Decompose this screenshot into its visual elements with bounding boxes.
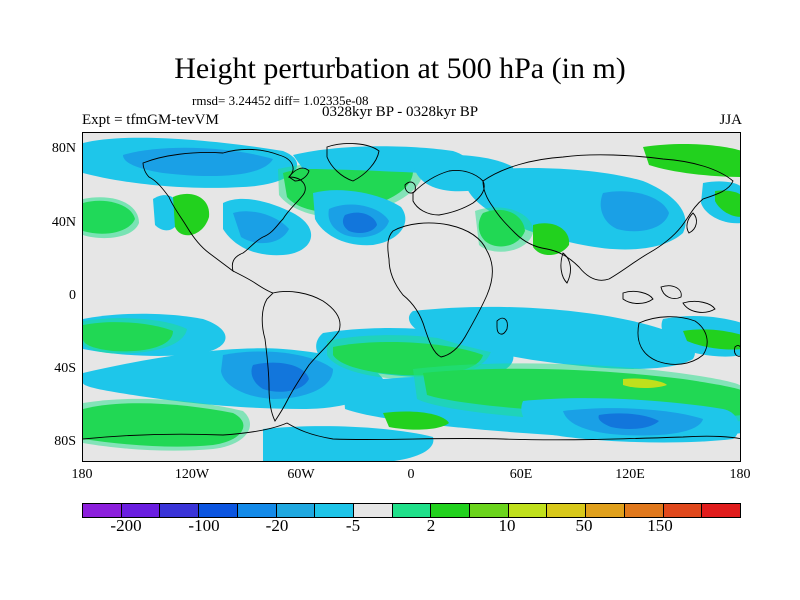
season-label: JJA: [719, 112, 742, 128]
legend-tick-label: 10: [498, 516, 516, 535]
legend-color-box: [624, 504, 664, 517]
legend-color-box: [663, 504, 703, 517]
legend-color-box: [237, 504, 277, 517]
experiment-label: Expt = tfmGM-tevVM: [82, 112, 219, 128]
color-legend-bar: [82, 503, 741, 518]
coastline: [660, 285, 682, 299]
lon-tick-label: 120W: [174, 467, 210, 482]
contour-region: [83, 197, 139, 239]
lon-tick-label: 60W: [287, 467, 315, 482]
contour-region: [173, 193, 210, 236]
contour-region: [600, 191, 669, 232]
lon-tick-label: 180: [71, 467, 93, 482]
coastlines: [83, 143, 740, 441]
contour-region: [83, 398, 251, 451]
legend-tick-label: 50: [575, 516, 593, 535]
legend-color-box: [353, 504, 393, 517]
contour-region: [643, 144, 740, 177]
legend-color-box: [470, 504, 509, 517]
legend-tick-label: -100: [188, 516, 220, 535]
legend-tick-label: -20: [265, 516, 289, 535]
coastline: [404, 181, 416, 194]
legend-tick-label: 2: [426, 516, 436, 535]
coastline: [496, 317, 508, 335]
coastline: [560, 252, 571, 284]
legend-tick-label: -5: [345, 516, 361, 535]
legend-color-box: [547, 504, 587, 517]
legend-color-box: [431, 504, 471, 517]
lon-tick-label: 60E: [509, 467, 533, 482]
lon-tick-label: 120E: [615, 467, 645, 482]
legend-color-box: [392, 504, 432, 517]
coastline: [482, 154, 734, 281]
legend-color-box: [508, 504, 548, 517]
coastline: [232, 270, 274, 294]
coastline: [326, 143, 380, 182]
coastline: [622, 290, 654, 304]
period-label: 0328kyr BP - 0328kyr BP: [321, 104, 479, 120]
contour-region: [83, 318, 187, 354]
legend-color-box: [160, 504, 200, 517]
contour-region: [383, 411, 449, 430]
contour-region: [715, 190, 740, 217]
coastline: [412, 170, 485, 216]
contour-region: [123, 147, 273, 177]
coastline: [288, 167, 310, 182]
contour-region: [263, 426, 434, 461]
contour-region: [475, 207, 534, 252]
contour-map: [83, 137, 740, 461]
contour-region: [408, 306, 695, 369]
lon-tick-label: 0: [407, 467, 415, 482]
legend-color-box: [586, 504, 625, 517]
legend-color-box: [276, 504, 316, 517]
map-panel: [82, 132, 741, 462]
lat-tick-label: 40S: [54, 361, 76, 376]
contour-region: [598, 413, 659, 429]
legend-color-box: [199, 504, 238, 517]
coastline: [637, 316, 708, 365]
lat-tick-label: 0: [69, 288, 76, 303]
contour-region: [623, 378, 667, 388]
map-title: Height perturbation at 500 hPa (in m): [174, 52, 626, 85]
contour-fills: [83, 137, 740, 461]
lat-tick-label: 40N: [51, 215, 76, 230]
legend-color-box: [702, 504, 740, 517]
contour-region: [342, 212, 377, 233]
coastline: [83, 422, 740, 441]
coastline: [387, 222, 493, 358]
contour-region: [683, 329, 740, 350]
contour-region: [533, 223, 570, 256]
coastline: [261, 290, 341, 422]
coastline: [142, 148, 306, 273]
legend-tick-label: 150: [647, 516, 673, 535]
lon-tick-label: 180: [729, 467, 751, 482]
legend-color-box: [315, 504, 354, 517]
legend-color-box: [121, 504, 161, 517]
lat-tick-label: 80S: [54, 434, 76, 449]
lat-tick-label: 80N: [51, 141, 76, 156]
rmsd-subtitle: rmsd= 3.24452 diff= 1.02335e-08: [192, 93, 369, 108]
coastline: [686, 212, 697, 234]
legend-color-box: [83, 504, 122, 517]
legend-tick-label: -200: [110, 516, 142, 535]
coastline: [682, 300, 716, 313]
contour-region: [251, 362, 309, 392]
contour-region: [233, 211, 289, 244]
coastline: [734, 344, 740, 357]
